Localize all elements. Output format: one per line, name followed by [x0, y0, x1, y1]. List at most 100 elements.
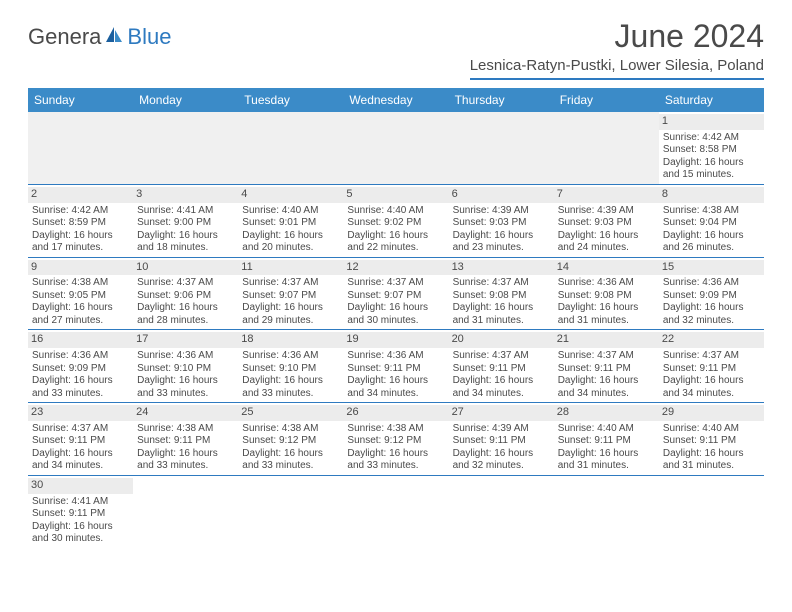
- day-day1: Daylight: 16 hours: [663, 302, 760, 315]
- day-sunset: Sunset: 9:08 PM: [453, 290, 550, 303]
- day-day2: and 33 minutes.: [242, 388, 339, 401]
- day-sunrise: Sunrise: 4:40 AM: [347, 205, 444, 218]
- weekday-header: Wednesday: [343, 88, 448, 112]
- day-day2: and 34 minutes.: [32, 460, 129, 473]
- calendar-cell: [343, 476, 448, 548]
- day-day2: and 29 minutes.: [242, 315, 339, 328]
- day-sunset: Sunset: 9:11 PM: [663, 435, 760, 448]
- day-day2: and 33 minutes.: [242, 460, 339, 473]
- calendar-cell: 12Sunrise: 4:37 AMSunset: 9:07 PMDayligh…: [343, 258, 448, 330]
- day-sunset: Sunset: 9:09 PM: [32, 363, 129, 376]
- day-number: 10: [133, 260, 238, 276]
- calendar-cell: [449, 112, 554, 184]
- day-day1: Daylight: 16 hours: [137, 375, 234, 388]
- day-day1: Daylight: 16 hours: [242, 230, 339, 243]
- calendar-row: 9Sunrise: 4:38 AMSunset: 9:05 PMDaylight…: [28, 258, 764, 331]
- day-day2: and 34 minutes.: [347, 388, 444, 401]
- day-number: 6: [449, 187, 554, 203]
- day-day2: and 34 minutes.: [663, 388, 760, 401]
- day-day1: Daylight: 16 hours: [137, 230, 234, 243]
- calendar-cell: 3Sunrise: 4:41 AMSunset: 9:00 PMDaylight…: [133, 185, 238, 257]
- day-number: 17: [133, 332, 238, 348]
- calendar-cell: 26Sunrise: 4:38 AMSunset: 9:12 PMDayligh…: [343, 403, 448, 475]
- logo: Genera Blue: [28, 24, 171, 50]
- day-day2: and 27 minutes.: [32, 315, 129, 328]
- day-sunrise: Sunrise: 4:40 AM: [242, 205, 339, 218]
- day-sunrise: Sunrise: 4:39 AM: [453, 423, 550, 436]
- day-number: 4: [238, 187, 343, 203]
- day-sunrise: Sunrise: 4:37 AM: [453, 350, 550, 363]
- day-sunset: Sunset: 9:01 PM: [242, 217, 339, 230]
- day-sunset: Sunset: 9:00 PM: [137, 217, 234, 230]
- day-day2: and 20 minutes.: [242, 242, 339, 255]
- day-day2: and 34 minutes.: [558, 388, 655, 401]
- day-sunset: Sunset: 9:10 PM: [137, 363, 234, 376]
- day-sunset: Sunset: 9:11 PM: [453, 435, 550, 448]
- day-day2: and 28 minutes.: [137, 315, 234, 328]
- month-title: June 2024: [470, 18, 764, 55]
- calendar-cell: [449, 476, 554, 548]
- day-sunset: Sunset: 9:08 PM: [558, 290, 655, 303]
- day-number: 9: [28, 260, 133, 276]
- day-sunset: Sunset: 9:11 PM: [663, 363, 760, 376]
- day-number: 16: [28, 332, 133, 348]
- day-sunrise: Sunrise: 4:39 AM: [558, 205, 655, 218]
- day-number: 3: [133, 187, 238, 203]
- day-sunrise: Sunrise: 4:38 AM: [242, 423, 339, 436]
- day-sunrise: Sunrise: 4:38 AM: [347, 423, 444, 436]
- calendar-cell: 5Sunrise: 4:40 AMSunset: 9:02 PMDaylight…: [343, 185, 448, 257]
- day-day1: Daylight: 16 hours: [137, 448, 234, 461]
- day-sunset: Sunset: 9:10 PM: [242, 363, 339, 376]
- calendar-cell: 24Sunrise: 4:38 AMSunset: 9:11 PMDayligh…: [133, 403, 238, 475]
- day-day1: Daylight: 16 hours: [347, 375, 444, 388]
- calendar-cell: 27Sunrise: 4:39 AMSunset: 9:11 PMDayligh…: [449, 403, 554, 475]
- calendar-row: 2Sunrise: 4:42 AMSunset: 8:59 PMDaylight…: [28, 185, 764, 258]
- day-day2: and 24 minutes.: [558, 242, 655, 255]
- calendar-row: 23Sunrise: 4:37 AMSunset: 9:11 PMDayligh…: [28, 403, 764, 476]
- calendar-cell: 30Sunrise: 4:41 AMSunset: 9:11 PMDayligh…: [28, 476, 133, 548]
- calendar-cell: 4 Sunrise: 4:40 AMSunset: 9:01 PMDaylight…: [238, 185, 343, 257]
- calendar: SundayMondayTuesdayWednesdayThursdayFrid…: [28, 88, 764, 548]
- day-sunset: Sunset: 8:58 PM: [663, 144, 760, 157]
- calendar-cell: 29Sunrise: 4:40 AMSunset: 9:11 PMDayligh…: [659, 403, 764, 475]
- day-sunset: Sunset: 9:11 PM: [137, 435, 234, 448]
- day-day1: Daylight: 16 hours: [32, 448, 129, 461]
- day-sunrise: Sunrise: 4:36 AM: [558, 277, 655, 290]
- day-number: 28: [554, 405, 659, 421]
- calendar-cell: 18Sunrise: 4:36 AMSunset: 9:10 PMDayligh…: [238, 330, 343, 402]
- calendar-cell: [554, 476, 659, 548]
- day-sunset: Sunset: 9:11 PM: [453, 363, 550, 376]
- day-sunrise: Sunrise: 4:36 AM: [347, 350, 444, 363]
- day-day2: and 23 minutes.: [453, 242, 550, 255]
- day-day2: and 15 minutes.: [663, 169, 760, 182]
- calendar-row: 30Sunrise: 4:41 AMSunset: 9:11 PMDayligh…: [28, 476, 764, 548]
- day-day1: Daylight: 16 hours: [347, 230, 444, 243]
- weekday-header: Monday: [133, 88, 238, 112]
- day-number: 8: [659, 187, 764, 203]
- calendar-cell: 1Sunrise: 4:42 AMSunset: 8:58 PMDaylight…: [659, 112, 764, 184]
- calendar-cell: 28Sunrise: 4:40 AMSunset: 9:11 PMDayligh…: [554, 403, 659, 475]
- day-day1: Daylight: 16 hours: [32, 302, 129, 315]
- day-day1: Daylight: 16 hours: [663, 157, 760, 170]
- day-number: 25: [238, 405, 343, 421]
- day-sunrise: Sunrise: 4:36 AM: [137, 350, 234, 363]
- calendar-row: 1Sunrise: 4:42 AMSunset: 8:58 PMDaylight…: [28, 112, 764, 185]
- day-number: 14: [554, 260, 659, 276]
- calendar-cell: 7Sunrise: 4:39 AMSunset: 9:03 PMDaylight…: [554, 185, 659, 257]
- day-day1: Daylight: 16 hours: [558, 375, 655, 388]
- logo-text-blue: Blue: [127, 24, 171, 50]
- day-number: 29: [659, 405, 764, 421]
- day-day1: Daylight: 16 hours: [558, 230, 655, 243]
- day-sunrise: Sunrise: 4:40 AM: [558, 423, 655, 436]
- day-sunset: Sunset: 9:07 PM: [347, 290, 444, 303]
- title-block: June 2024 Lesnica-Ratyn-Pustki, Lower Si…: [470, 18, 764, 80]
- sail-icon: [104, 25, 124, 50]
- calendar-cell: [28, 112, 133, 184]
- day-sunrise: Sunrise: 4:39 AM: [453, 205, 550, 218]
- calendar-row: 16 Sunrise: 4:36 AM Sunset: 9:09 PM Dayligh…: [28, 330, 764, 403]
- calendar-cell: 15Sunrise: 4:36 AMSunset: 9:09 PMDayligh…: [659, 258, 764, 330]
- day-day1: Daylight: 16 hours: [453, 230, 550, 243]
- day-day1: Daylight: 16 hours: [347, 302, 444, 315]
- day-number: 23: [28, 405, 133, 421]
- weekday-header: Tuesday: [238, 88, 343, 112]
